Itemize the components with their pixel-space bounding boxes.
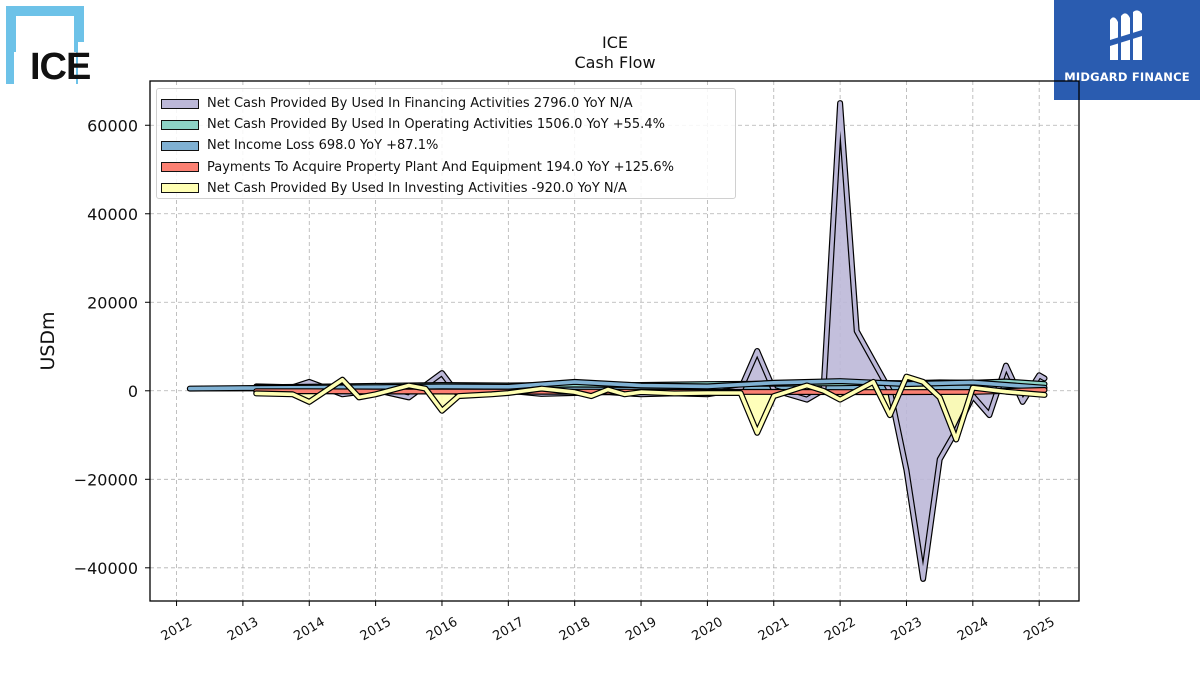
- chart-title: ICE: [602, 33, 628, 52]
- x-tick-label: 2017: [490, 615, 526, 645]
- x-tick-label: 2022: [822, 615, 858, 645]
- y-axis-ticks: −40000 −20000 0 20000 40000 60000: [74, 116, 150, 578]
- y-tick-label: 40000: [87, 205, 138, 224]
- legend-swatch-net-income: [161, 140, 199, 151]
- legend-entry-operating: Net Cash Provided By Used In Operating A…: [161, 114, 735, 135]
- x-tick-label: 2023: [889, 615, 925, 645]
- x-tick-label: 2020: [690, 615, 726, 645]
- legend-entry-financing: Net Cash Provided By Used In Financing A…: [161, 93, 735, 114]
- legend-entry-investing: Net Cash Provided By Used In Investing A…: [161, 178, 735, 199]
- x-tick-label: 2012: [159, 615, 195, 645]
- legend-swatch-investing: [161, 183, 199, 194]
- legend-entry-capex: Payments To Acquire Property Plant And E…: [161, 157, 735, 178]
- series-line-4: [254, 374, 1047, 442]
- legend-entry-net-income: Net Income Loss 698.0 YoY +87.1%: [161, 135, 735, 156]
- series-line-2: [188, 379, 1047, 391]
- x-tick-label: 2015: [358, 615, 394, 645]
- chart-subtitle: Cash Flow: [574, 53, 655, 72]
- ice-logo: ICE: [0, 0, 100, 95]
- x-tick-label: 2013: [225, 615, 261, 645]
- legend-swatch-capex: [161, 162, 199, 173]
- x-axis-ticks: 2012 2013 2014 2015 2016 2017 2018 2019 2020 2021…: [159, 601, 1058, 644]
- legend-label-financing: Net Cash Provided By Used In Financing A…: [207, 96, 633, 112]
- ice-logo-wordmark: ICE: [30, 46, 91, 88]
- chart-legend: Net Cash Provided By Used In Financing A…: [156, 88, 736, 199]
- legend-label-operating: Net Cash Provided By Used In Operating A…: [207, 117, 665, 133]
- midgard-finance-logo: MIDGARD FINANCE: [1054, 0, 1200, 100]
- x-tick-label: 2014: [291, 615, 327, 645]
- legend-label-investing: Net Cash Provided By Used In Investing A…: [207, 180, 627, 196]
- x-tick-label: 2021: [756, 615, 792, 645]
- plot-frame: [149, 80, 1080, 602]
- legend-swatch-operating: [161, 119, 199, 130]
- legend-label-net-income: Net Income Loss 698.0 YoY +87.1%: [207, 138, 439, 154]
- y-axis-label: USDm: [37, 311, 59, 370]
- y-tick-label: 60000: [87, 116, 138, 135]
- series-lines: [186, 100, 1048, 582]
- x-tick-label: 2024: [955, 615, 991, 645]
- y-tick-label: 0: [128, 382, 138, 401]
- x-tick-label: 2016: [424, 615, 460, 645]
- y-tick-label: −40000: [74, 559, 138, 578]
- x-tick-label: 2025: [1021, 615, 1057, 645]
- x-tick-label: 2018: [557, 615, 593, 645]
- legend-label-capex: Payments To Acquire Property Plant And E…: [207, 159, 675, 175]
- legend-swatch-financing: [161, 98, 199, 109]
- y-tick-label: −20000: [74, 470, 138, 489]
- y-tick-label: 20000: [87, 293, 138, 312]
- midgard-logo-mark-icon: [1110, 10, 1142, 60]
- x-tick-label: 2019: [623, 615, 659, 645]
